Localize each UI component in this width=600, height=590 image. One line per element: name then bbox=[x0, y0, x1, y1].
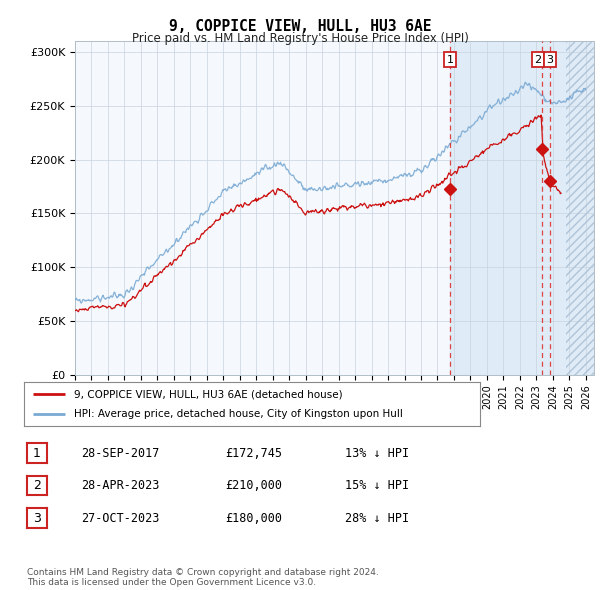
Text: 28-APR-2023: 28-APR-2023 bbox=[81, 479, 160, 492]
Text: 28-SEP-2017: 28-SEP-2017 bbox=[81, 447, 160, 460]
Bar bbox=[566, 41, 594, 375]
Text: 13% ↓ HPI: 13% ↓ HPI bbox=[345, 447, 409, 460]
Text: 28% ↓ HPI: 28% ↓ HPI bbox=[345, 512, 409, 525]
Text: 15% ↓ HPI: 15% ↓ HPI bbox=[345, 479, 409, 492]
Text: £172,745: £172,745 bbox=[225, 447, 282, 460]
Text: 9, COPPICE VIEW, HULL, HU3 6AE (detached house): 9, COPPICE VIEW, HULL, HU3 6AE (detached… bbox=[74, 389, 343, 399]
Text: Price paid vs. HM Land Registry's House Price Index (HPI): Price paid vs. HM Land Registry's House … bbox=[131, 32, 469, 45]
Text: HPI: Average price, detached house, City of Kingston upon Hull: HPI: Average price, detached house, City… bbox=[74, 409, 403, 419]
Text: 1: 1 bbox=[33, 447, 41, 460]
Text: 27-OCT-2023: 27-OCT-2023 bbox=[81, 512, 160, 525]
Text: 3: 3 bbox=[547, 55, 554, 64]
Text: 2: 2 bbox=[33, 479, 41, 492]
Text: 2: 2 bbox=[535, 55, 542, 64]
Bar bbox=[450, 41, 594, 375]
Text: £210,000: £210,000 bbox=[225, 479, 282, 492]
Text: 3: 3 bbox=[33, 512, 41, 525]
Text: 9, COPPICE VIEW, HULL, HU3 6AE: 9, COPPICE VIEW, HULL, HU3 6AE bbox=[169, 19, 431, 34]
Text: Contains HM Land Registry data © Crown copyright and database right 2024.
This d: Contains HM Land Registry data © Crown c… bbox=[27, 568, 379, 587]
Text: 1: 1 bbox=[446, 55, 454, 64]
Bar bbox=[566, 41, 594, 375]
Text: £180,000: £180,000 bbox=[225, 512, 282, 525]
